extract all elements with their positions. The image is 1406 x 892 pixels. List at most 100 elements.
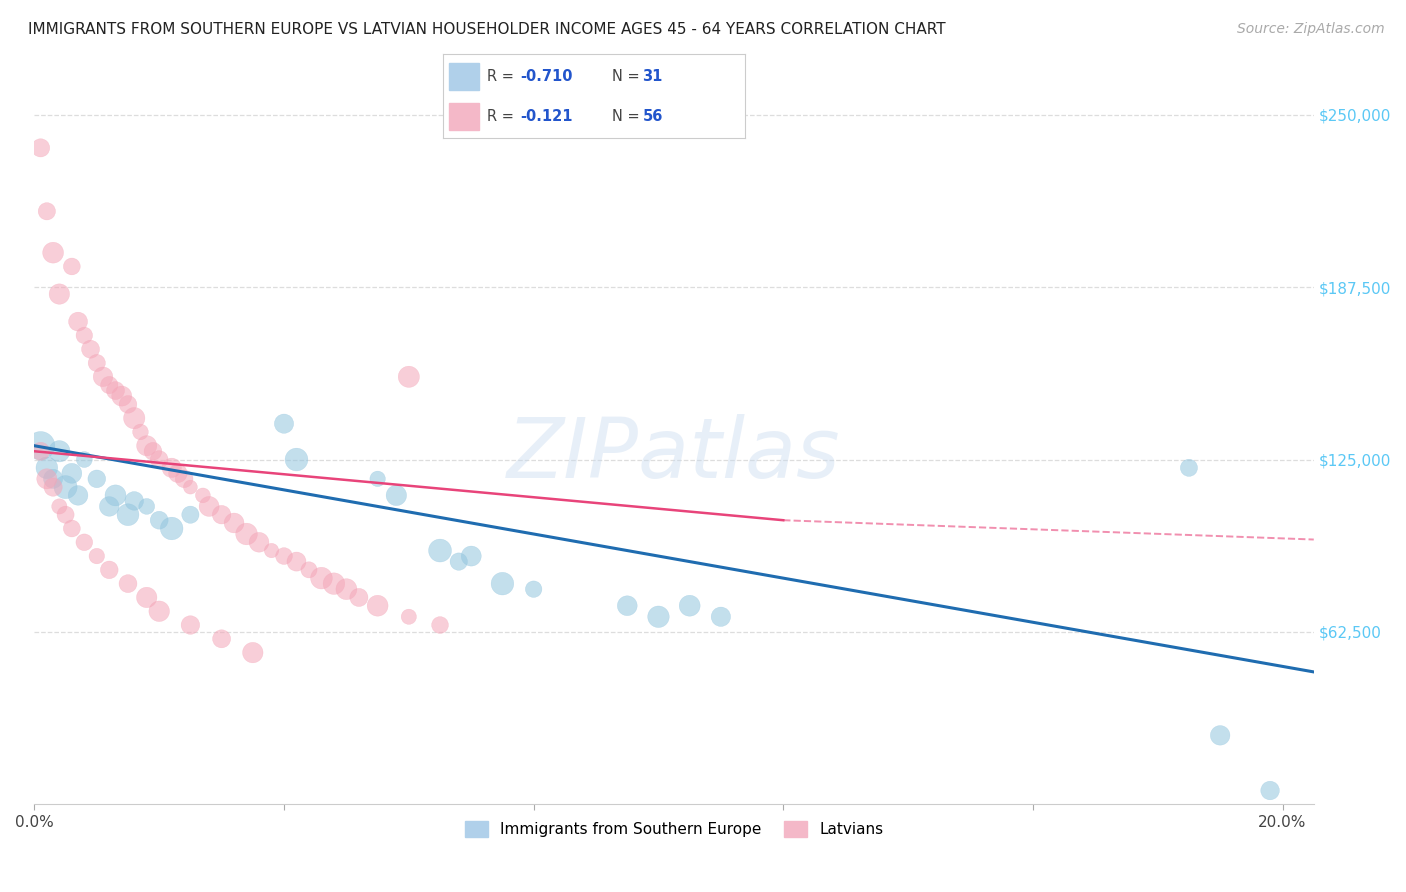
Point [104,384,127,398]
Point [311,571,333,585]
Text: -0.121: -0.121 [520,109,572,124]
Point [285,452,308,467]
Point [385,488,408,502]
Point [160,521,183,535]
Point [91,369,114,384]
Point [222,516,245,530]
Point [60,467,83,481]
Point [60,521,83,535]
Point [122,494,145,508]
Point [211,632,233,646]
Text: Source: ZipAtlas.com: Source: ZipAtlas.com [1237,22,1385,37]
Point [86,549,108,563]
Point [429,618,451,632]
Point [117,397,139,411]
Point [60,260,83,274]
Point [242,646,264,660]
Point [491,576,513,591]
Bar [449,62,479,90]
Point [42,245,65,260]
Text: IMMIGRANTS FROM SOUTHERN EUROPE VS LATVIAN HOUSEHOLDER INCOME AGES 45 - 64 YEARS: IMMIGRANTS FROM SOUTHERN EUROPE VS LATVI… [28,22,946,37]
Text: N =: N = [612,109,644,124]
Point [167,467,190,481]
Point [148,513,170,527]
Point [98,378,121,392]
Text: ZIPatlas: ZIPatlas [508,414,841,495]
Point [211,508,233,522]
Point [30,141,52,155]
Point [48,444,70,458]
Point [129,425,152,439]
Point [122,411,145,425]
Point [42,480,65,494]
Point [73,535,96,549]
Point [273,417,295,431]
Point [135,500,157,514]
Point [179,508,201,522]
Legend: Immigrants from Southern Europe, Latvians: Immigrants from Southern Europe, Latvian… [457,814,891,845]
Point [55,480,77,494]
Point [191,488,214,502]
Point [273,549,295,563]
Text: 31: 31 [643,69,662,84]
Point [247,535,270,549]
Point [35,472,58,486]
Point [523,582,546,597]
Point [235,527,257,541]
Point [367,472,389,486]
Point [73,452,96,467]
Point [1258,783,1281,797]
Point [460,549,482,563]
Point [148,452,170,467]
Point [35,204,58,219]
Point [323,576,346,591]
Point [98,563,121,577]
Point [142,444,165,458]
Point [117,508,139,522]
Point [55,508,77,522]
Point [30,439,52,453]
Point [179,480,201,494]
Point [42,472,65,486]
Point [679,599,702,613]
Point [429,543,451,558]
Point [367,599,389,613]
Point [67,488,90,502]
Text: R =: R = [486,109,519,124]
Point [35,460,58,475]
Point [198,500,221,514]
Point [398,369,420,384]
Point [104,488,127,502]
Bar [449,103,479,130]
Point [148,604,170,618]
Point [347,591,370,605]
Point [98,500,121,514]
Point [173,472,195,486]
Point [30,444,52,458]
Point [398,609,420,624]
Point [260,543,283,558]
Point [86,472,108,486]
Point [67,315,90,329]
Point [1209,728,1232,742]
Point [447,555,470,569]
Point [710,609,733,624]
Point [86,356,108,370]
Point [79,342,101,356]
Text: R =: R = [486,69,519,84]
Point [160,460,183,475]
Point [335,582,357,597]
Point [285,555,308,569]
Point [1178,460,1201,475]
Text: N =: N = [612,69,644,84]
Text: -0.710: -0.710 [520,69,572,84]
Point [48,500,70,514]
Point [298,563,321,577]
Point [117,576,139,591]
Point [135,439,157,453]
Point [73,328,96,343]
Point [647,609,669,624]
Point [179,618,201,632]
Point [48,287,70,301]
Text: 56: 56 [643,109,662,124]
